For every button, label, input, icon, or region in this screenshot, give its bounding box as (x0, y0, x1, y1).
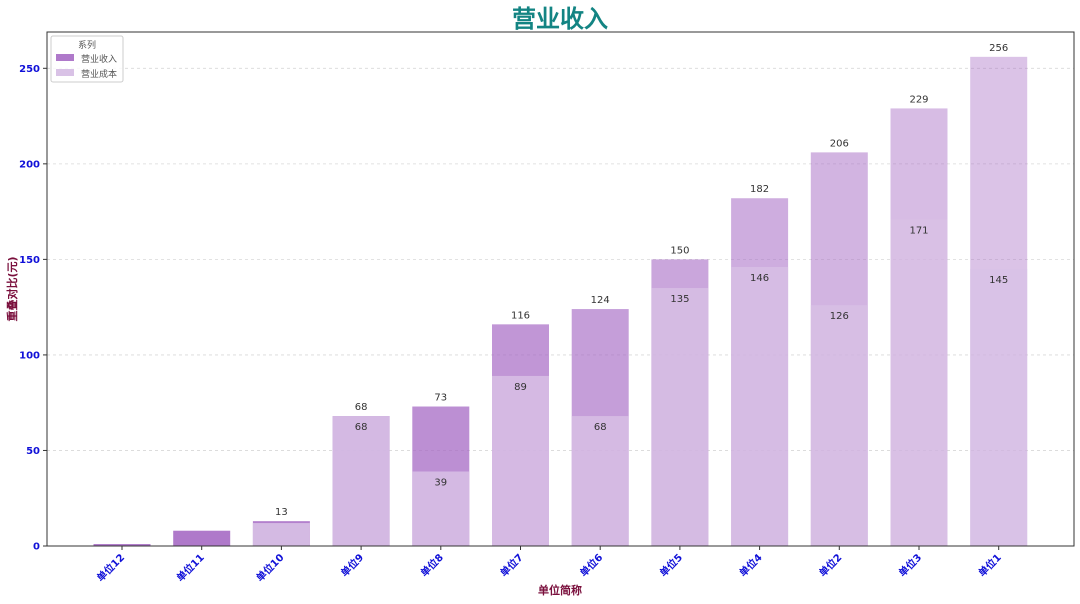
y-axis-ticks: 0 50 100 150 200 250 (19, 64, 47, 553)
data-label-cost: 135 (670, 294, 689, 305)
legend-label-cost: 营业成本 (81, 68, 117, 80)
data-labels: 13 68 68 73 39 116 89 124 68 150 135 182 146 206 126 22… (275, 43, 1008, 518)
bar-cost (810, 305, 868, 546)
legend-title: 系列 (78, 39, 96, 51)
x-tick-label: 单位5 (657, 551, 685, 579)
x-tick-label: 单位1 (976, 551, 1004, 579)
data-label-cost: 68 (594, 422, 607, 433)
bar-cost (970, 268, 1028, 546)
data-label-revenue: 116 (511, 310, 530, 321)
y-tick-label: 150 (19, 255, 40, 266)
y-tick-label: 200 (19, 159, 40, 170)
data-label-cost: 145 (989, 275, 1008, 286)
x-tick-label: 单位9 (338, 551, 366, 579)
bar-revenue (93, 544, 151, 546)
bar-cost (412, 471, 470, 546)
x-tick-label: 单位2 (816, 551, 844, 579)
x-tick-label: 单位6 (577, 551, 605, 579)
x-tick-label: 单位11 (174, 551, 207, 584)
data-label-cost: 39 (434, 477, 447, 488)
y-tick-label: 250 (19, 64, 40, 75)
bar-cost (252, 523, 310, 546)
data-label-cost: 68 (355, 422, 368, 433)
legend-swatch-cost (56, 69, 74, 76)
x-tick-label: 单位12 (94, 551, 127, 584)
data-label-cost: 126 (830, 311, 849, 322)
data-label-revenue: 13 (275, 507, 288, 518)
bar-cost (332, 416, 390, 546)
data-label-revenue: 182 (750, 184, 769, 195)
x-axis-label: 单位简称 (538, 583, 582, 597)
y-tick-label: 0 (33, 542, 40, 553)
data-label-cost: 171 (909, 225, 928, 236)
x-tick-label: 单位10 (253, 551, 286, 584)
bar-cost (651, 288, 709, 546)
x-tick-label: 单位3 (896, 551, 924, 579)
bar-cost (731, 267, 789, 546)
x-tick-label: 单位7 (497, 551, 525, 579)
data-label-revenue: 68 (355, 402, 368, 413)
data-label-revenue: 150 (670, 245, 689, 256)
data-label-cost: 146 (750, 273, 769, 284)
bar-cost (571, 416, 629, 546)
x-tick-label: 单位8 (418, 551, 446, 579)
bars (93, 56, 1028, 547)
y-tick-label: 50 (26, 446, 40, 457)
chart-title: 营业收入 (512, 5, 608, 33)
bar-revenue (173, 530, 231, 546)
y-tick-label: 100 (19, 350, 40, 361)
bar-cost (492, 375, 549, 546)
legend: 系列 营业收入 营业成本 (50, 35, 124, 83)
legend-swatch-revenue (56, 54, 74, 61)
data-label-revenue: 206 (830, 138, 849, 149)
data-label-revenue: 73 (434, 393, 447, 404)
y-axis-label: 重叠对比(元) (5, 256, 19, 321)
data-label-revenue: 256 (989, 43, 1008, 54)
legend-label-revenue: 营业收入 (81, 53, 117, 65)
x-axis-ticks: 单位12 单位11 单位10 单位9 单位8 单位7 单位6 单位5 单位4 单位2 单位3 单位1 (94, 546, 1004, 584)
data-label-revenue: 124 (591, 295, 610, 306)
data-label-cost: 89 (514, 382, 527, 393)
data-label-revenue: 229 (909, 94, 928, 105)
plot-frame (46, 31, 1075, 547)
x-tick-label: 单位4 (736, 551, 764, 579)
bar-cost (890, 219, 948, 546)
